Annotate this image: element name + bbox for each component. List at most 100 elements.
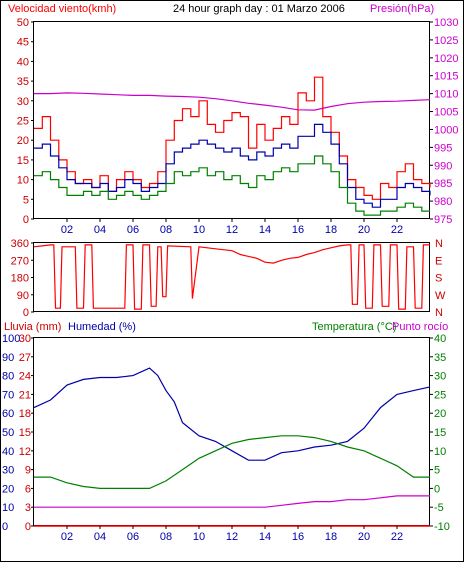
- temperature-tick-label: 15: [434, 427, 446, 439]
- dewpoint-line: [34, 495, 430, 508]
- wind-avg-line: [34, 123, 431, 208]
- x-tick-label: 18: [325, 531, 337, 543]
- y-tick-label-right: 990: [434, 160, 452, 172]
- temperature-tick-label: 0: [434, 483, 440, 495]
- y-tick-label-right: 985: [434, 178, 452, 190]
- rain-tick-label: 30: [19, 333, 31, 345]
- x-tick-label: 22: [391, 224, 403, 236]
- y-tick-label-left: 35: [17, 76, 29, 88]
- y-tick-label-right: 1030: [434, 17, 458, 29]
- wind-direction-line: [33, 244, 430, 310]
- rain-tick-label: 12: [19, 446, 31, 458]
- dir-tick-label: 270: [11, 255, 29, 267]
- x-tick-label: 14: [259, 224, 271, 236]
- humidity-tick-label: 90: [2, 352, 14, 364]
- x-tick-label: 02: [61, 224, 73, 236]
- temperature-tick-label: 25: [434, 389, 446, 401]
- temperature-tick-label: 5: [434, 465, 440, 477]
- y-tick-label-right: 995: [434, 142, 452, 154]
- x-tick-label: 10: [193, 224, 205, 236]
- pressure-line: [34, 92, 431, 111]
- x-tick-label: 16: [292, 224, 304, 236]
- dir-tick-label: 90: [17, 290, 29, 302]
- rain-tick-label: 21: [19, 389, 31, 401]
- dir-tick-label: 180: [11, 273, 29, 285]
- wind-gust-line: [34, 76, 431, 200]
- x-tick-label: 16: [292, 531, 304, 543]
- x-tick-label: 06: [127, 531, 139, 543]
- rain-tick-label: 27: [19, 352, 31, 364]
- x-tick-label: 20: [358, 531, 370, 543]
- y-tick-label-left: 10: [17, 175, 29, 187]
- rain-tick-label: 24: [19, 371, 31, 383]
- dir-tick-label: 0: [23, 307, 29, 319]
- compass-label: E: [435, 255, 442, 267]
- x-tick-label: 02: [61, 531, 73, 543]
- compass-label: N: [435, 238, 443, 250]
- panel-humidity-frame: [33, 337, 430, 526]
- x-tick-label: 06: [127, 224, 139, 236]
- humidity-tick-label: 10: [2, 502, 14, 514]
- humidity-tick-label: 50: [2, 427, 14, 439]
- y-tick-label-right: 1020: [434, 53, 458, 65]
- y-tick-label-left: 40: [17, 56, 29, 68]
- x-tick-label: 04: [94, 531, 106, 543]
- x-tick-label: 12: [226, 224, 238, 236]
- rain-header-label: Lluvia (mm): [4, 321, 61, 333]
- x-tick-label: 04: [94, 224, 106, 236]
- wind-direction-plot: 0 N 90 W 180 S 270 E 360 N: [11, 238, 446, 319]
- y-tick-label-right: 1015: [434, 71, 458, 83]
- humidity-tick-label: 20: [2, 483, 14, 495]
- dewpoint-header-label: Punto rocío: [392, 321, 448, 333]
- humidity-tick-label: 30: [2, 465, 14, 477]
- header-pressure-label: Presión(hPa): [370, 3, 434, 15]
- header-wind-label: Velocidad viento(kmh): [8, 3, 116, 15]
- temperature-tick-label: 10: [434, 446, 446, 458]
- humidity-tick-label: 60: [2, 408, 14, 420]
- humidity-tick-label: 100: [2, 333, 20, 345]
- humidity-header-label: Humedad (%): [68, 321, 136, 333]
- y-tick-label-right: 980: [434, 196, 452, 208]
- x-tick-label: 08: [160, 224, 172, 236]
- y-tick-label-right: 1010: [434, 89, 458, 101]
- temperature-tick-label: 30: [434, 371, 446, 383]
- compass-label: W: [435, 290, 446, 302]
- temperature-tick-label: 35: [434, 352, 446, 364]
- rain-tick-label: 9: [25, 465, 31, 477]
- humidity-tick-label: 0: [2, 521, 8, 533]
- humidity-tick-label: 70: [2, 389, 14, 401]
- rain-tick-label: 6: [25, 483, 31, 495]
- y-tick-label-left: 25: [17, 116, 29, 128]
- y-tick-label-left: 45: [17, 37, 29, 49]
- humidity-tick-label: 80: [2, 371, 14, 383]
- compass-label: S: [435, 273, 442, 285]
- temperature-header-label: Temperatura (°C): [312, 321, 396, 333]
- x-tick-label: 20: [358, 224, 370, 236]
- y-tick-label-right: 1000: [434, 124, 458, 136]
- header-title: 24 hour graph day : 01 Marzo 2006: [173, 3, 345, 15]
- rain-tick-label: 18: [19, 408, 31, 420]
- temperature-tick-label: -5: [434, 502, 444, 514]
- rain-tick-label: 3: [25, 502, 31, 514]
- x-tick-label: 12: [226, 531, 238, 543]
- y-tick-label-right: 1005: [434, 107, 458, 119]
- y-tick-label-left: 0: [23, 214, 29, 226]
- dir-tick-label: 360: [11, 238, 29, 250]
- wind-pressure-plot: 0510152025303540455097598098599099510001…: [17, 17, 459, 236]
- temperature-line: [34, 435, 430, 489]
- humidity-line: [33, 367, 431, 461]
- humidity-tick-label: 40: [2, 446, 14, 458]
- x-tick-label: 14: [259, 531, 271, 543]
- y-tick-label-left: 15: [17, 155, 29, 167]
- x-tick-label: 22: [391, 531, 403, 543]
- x-tick-label: 08: [160, 531, 172, 543]
- compass-label: N: [435, 307, 443, 319]
- wind-min-line: [34, 155, 430, 216]
- rain-tick-label: 0: [25, 521, 31, 533]
- y-tick-label-left: 30: [17, 96, 29, 108]
- y-tick-label-left: 5: [23, 194, 29, 206]
